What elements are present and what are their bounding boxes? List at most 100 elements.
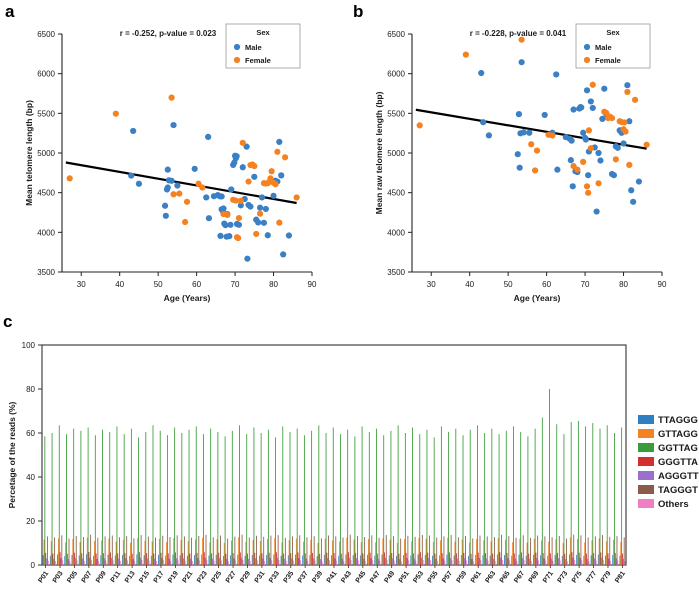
bar (501, 534, 503, 565)
bar (305, 558, 307, 565)
bar-group (287, 431, 294, 565)
bar (566, 561, 568, 565)
scatter-point (549, 132, 556, 139)
scatter-point (580, 129, 587, 136)
scatter-point (635, 178, 643, 185)
bar (86, 537, 88, 565)
x-tick-label: P11 (110, 570, 123, 584)
bar (91, 559, 92, 565)
bar (130, 428, 132, 565)
scatter-point (606, 113, 614, 120)
bar (60, 557, 62, 565)
y-axis-title: Mean telomere length (bp) (24, 100, 34, 206)
bar (414, 536, 416, 565)
x-tick-label: P73 (556, 570, 569, 584)
bar (239, 425, 240, 565)
x-tick-label: 60 (192, 280, 201, 289)
panel-c-svg: 0 20 40 60 80 100 Percetage of the reads (%) P0… (7, 341, 699, 584)
bar (473, 561, 475, 565)
bar (557, 552, 559, 565)
bar (484, 433, 486, 565)
bar (454, 541, 456, 565)
x-tick-label: P63 (484, 570, 497, 584)
bar-group (150, 425, 157, 565)
bar (384, 552, 385, 565)
bar (455, 428, 457, 565)
bar (389, 539, 391, 565)
scatter-point (570, 106, 577, 113)
bar (228, 561, 229, 565)
scatter-point (258, 194, 266, 201)
plot-area: 3500 4000 4500 5000 5500 6000 6500 30 40 50 60 70 80… (374, 23, 667, 303)
bar (100, 555, 102, 565)
x-tick-label: P09 (95, 570, 108, 584)
correlation-annotation: r = -0.252, p-value = 0.023 (120, 29, 217, 38)
bar (477, 425, 478, 565)
bar (284, 537, 286, 565)
x-tick-label: P05 (66, 570, 79, 584)
bar (240, 557, 242, 565)
bar-group (561, 434, 568, 565)
bar (349, 534, 351, 565)
bar (368, 539, 369, 565)
bar (332, 427, 334, 565)
bar (123, 434, 125, 565)
bar (223, 543, 225, 565)
bar (472, 538, 474, 565)
bar (571, 552, 573, 565)
bar (485, 553, 486, 565)
bar (340, 434, 341, 565)
bar (543, 558, 545, 565)
bar (622, 558, 624, 565)
scatter-point (274, 148, 281, 155)
bar (396, 555, 397, 565)
bar (81, 553, 83, 565)
bar-group (71, 428, 78, 565)
bar (506, 552, 508, 565)
scatter-point (526, 129, 533, 136)
x-tick-label: P65 (499, 570, 512, 584)
scatter-point (256, 210, 264, 217)
bar (565, 559, 567, 565)
bar (217, 431, 219, 565)
bar (61, 535, 63, 565)
bar (549, 389, 550, 565)
bar (511, 555, 513, 565)
bar (360, 542, 362, 565)
scatter-point (170, 121, 177, 129)
bar-group (388, 430, 395, 565)
bar (499, 552, 501, 565)
bar (93, 555, 95, 565)
bar (533, 538, 535, 565)
bar (436, 537, 438, 565)
x-tick-label: 50 (154, 280, 163, 289)
bar-group (331, 427, 338, 565)
repeat-motif-legend: TTAGGG GTTAGG GGTTAG GGGTTA AGGGTT TAGGGT Othe… (638, 415, 699, 510)
scatter-point (260, 219, 268, 226)
bar (235, 560, 237, 565)
bar (521, 552, 522, 565)
scatter-point (162, 212, 169, 219)
bar (254, 552, 256, 565)
bar (95, 553, 97, 565)
bar (105, 560, 107, 565)
bar-group (554, 424, 561, 565)
bar (309, 555, 311, 565)
bar (233, 558, 235, 565)
bar (239, 552, 241, 565)
x-tick-label: P49 (383, 570, 396, 584)
bar (231, 430, 233, 565)
bar (559, 560, 561, 565)
bar (166, 435, 168, 565)
bar (549, 553, 551, 565)
scatter-point (244, 255, 251, 262)
bar (323, 554, 325, 565)
bar (248, 558, 249, 565)
bar (482, 555, 484, 565)
bar (146, 553, 148, 565)
bar-group (49, 433, 56, 565)
bar (158, 554, 159, 565)
bar (110, 552, 112, 565)
bar (432, 555, 433, 565)
bar (492, 553, 494, 565)
